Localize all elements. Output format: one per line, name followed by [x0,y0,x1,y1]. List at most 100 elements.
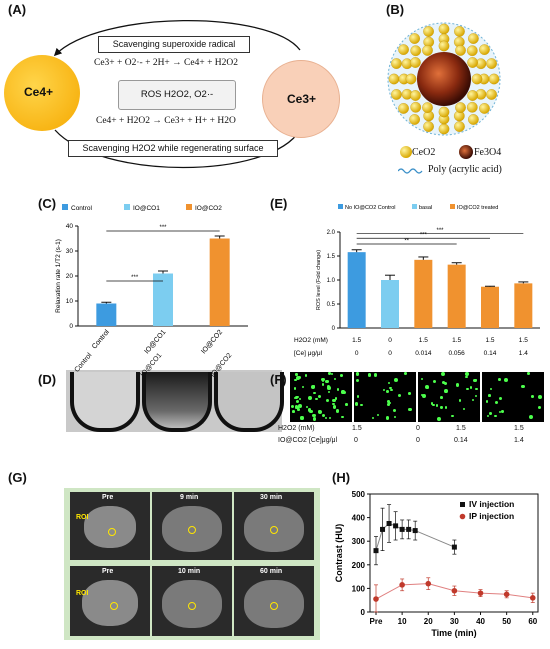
ceo2-bead [468,33,479,44]
y-axis-label: Contrast (HU) [334,524,344,583]
legend-marker [459,513,466,520]
data-point [393,523,399,529]
cell-dot [295,405,299,409]
legend-swatch [412,204,417,209]
cell-dot [334,397,338,400]
ceo2-bead [409,114,420,125]
bar [347,252,366,328]
ceo2-bead [466,45,478,57]
cell-dot [420,378,423,381]
cell-dot [305,405,308,408]
cell-dot [307,395,312,400]
cell-dot [295,373,298,376]
ceo2-bead [405,73,417,85]
ceo2-bead [468,114,479,125]
f-row2-v3: 0.14 [454,437,468,444]
ceo2-bead [467,90,478,101]
bar [447,264,466,328]
ceo2-bead [410,101,422,113]
cell-dot [398,393,402,397]
cell-dot [300,416,304,420]
ceo2-bead [479,44,490,55]
cell-dot [360,403,364,407]
panel-c-label: (C) [38,196,57,211]
cell-dot [293,378,297,382]
f-row1-v4: 1.5 [514,425,524,432]
cell-dot [403,372,407,376]
cell-dot [312,414,316,418]
cell-dot [295,376,300,380]
bar [153,273,173,326]
cell-dot [521,385,525,389]
cell-dot [322,380,325,383]
paa-label: Poly (acrylic acid) [428,164,502,175]
tube-control [70,372,140,432]
data-point [451,544,457,550]
cell-dot [304,374,308,378]
cell-dot [296,400,300,404]
legend-label: basal [419,205,432,211]
f-row1-v3: 1.5 [456,425,466,432]
panel-b-label: (B) [386,2,405,17]
cell-dot [298,404,301,407]
data-point [425,580,432,587]
bar [414,259,433,328]
row1-label: H2O2 (mM) [294,337,328,344]
legend-swatch [338,204,343,209]
row1-value: 1.5 [452,337,461,344]
panel-a-label: (A) [8,2,27,17]
ceo2-bead [391,89,402,100]
sig-label: *** [159,225,167,231]
cell-dot [498,411,501,414]
cell-dot [501,409,505,413]
ce4-circle [4,55,80,131]
panel-e-label: (E) [270,196,288,211]
cell-dot [486,414,490,418]
nanoparticle-diagram [387,22,501,136]
cell-dot [290,405,294,409]
roi-label: ROI [76,514,89,521]
cell-dot [336,388,340,392]
cell-dot [315,397,318,401]
y-tick-label: 0 [69,323,73,330]
cell-dot [394,416,397,419]
cell-dot [466,387,469,391]
x-tick-label: 50 [502,617,511,626]
cell-dot [440,396,444,400]
ceo2-label: CeO2 [412,147,436,158]
y-axis-label: ROS level (Fold change) [316,250,322,310]
cell-dot [317,394,322,399]
cell-dot [329,416,332,419]
cell-dot [312,417,316,421]
ceo2-bead [455,102,466,113]
fluorescence-image [482,372,544,422]
y-tick-label: 100 [352,584,366,593]
cell-dot [332,398,337,403]
fluorescence-image [290,372,352,422]
fluorescence-image [418,372,480,422]
cell-dot [325,398,329,402]
cell-dot [444,406,448,409]
cell-dot [489,412,493,416]
data-point [412,528,418,534]
panel-b-legend [398,145,473,174]
ceo2-bead [410,57,421,68]
data-point [399,582,405,588]
y-tick-label: 2.0 [327,230,336,236]
cell-dot [330,372,333,376]
bar [481,286,499,328]
cell-dot [372,416,375,420]
f-row1-v1: 1.5 [352,425,362,432]
chart-c: Control IO@CO1 IO@CO2 0 10 20 30 40 Relaxation r… [55,204,248,355]
cell-dot [528,415,533,420]
data-point [451,587,458,594]
cell-dot [328,390,331,393]
cell-dot [465,375,468,379]
ceo2-bead [486,89,497,100]
cell-dot [488,394,491,397]
x-tick-label: 30 [450,617,459,626]
ct-label: 10 min [178,568,201,575]
cell-dot [504,378,509,383]
legend-swatch [186,204,192,210]
legend-label: IO@CO2 [195,205,222,212]
